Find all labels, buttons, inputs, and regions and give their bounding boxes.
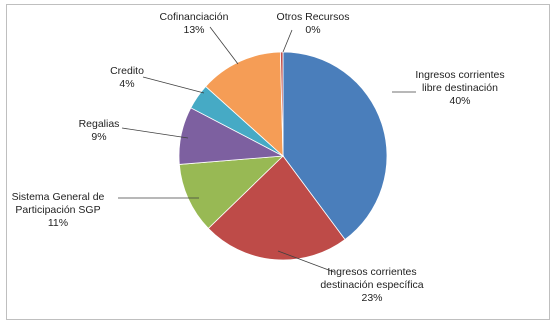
slice-name-line: Ingresos corrientes xyxy=(415,69,504,81)
slice-label-ingresos-corrientes-destinacion-especifica: Ingresos corrientes destinación específic… xyxy=(320,266,423,304)
pie-slice-cofinanciacion xyxy=(205,51,284,157)
slice-name-line: Participación SGP xyxy=(15,204,100,216)
leader-line-cofinanciacion xyxy=(209,26,239,65)
slice-label-otros-recursos: Otros Recursos 0% xyxy=(277,11,350,36)
pie-slice-ingresos-corrientes-libre-destinacion xyxy=(282,51,388,241)
slice-name-line: Sistema General de xyxy=(12,191,105,203)
leader-line-credito xyxy=(142,76,205,94)
slice-name-line: Regalias xyxy=(79,118,120,130)
slice-percent: 0% xyxy=(305,24,320,36)
leader-lines xyxy=(118,26,416,273)
slice-percent: 11% xyxy=(48,217,68,229)
slice-name-line: destinación específica xyxy=(320,279,423,291)
slice-name-line: libre destinación xyxy=(422,82,498,94)
slice-percent: 4% xyxy=(119,78,134,90)
pie-slices xyxy=(178,51,388,261)
slice-percent: 23% xyxy=(361,292,382,304)
slice-label-cofinanciacion: Cofinanciación 13% xyxy=(160,11,229,36)
slice-label-sistema-general-de-participacion-sgp: Sistema General de Participación SGP 11% xyxy=(12,191,105,229)
pie-slice-ingresos-corrientes-destinacion-especifica xyxy=(207,155,346,261)
slice-label-regalias: Regalias 9% xyxy=(79,118,120,143)
slice-name-line: Ingresos corrientes xyxy=(327,266,416,278)
pie-slice-otros-recursos xyxy=(279,51,284,157)
leader-line-otros-recursos xyxy=(282,29,293,53)
pie-slice-sistema-general-de-participacion-sgp xyxy=(178,155,285,229)
slice-labels: Ingresos corrientes libre destinación 40%I… xyxy=(12,11,505,304)
slice-percent: 13% xyxy=(183,24,204,36)
slice-name-line: Cofinanciación xyxy=(160,11,229,23)
leader-line-regalias xyxy=(121,127,189,139)
slice-percent: 9% xyxy=(91,131,106,143)
leader-line-ingresos-corrientes-destinacion-especifica xyxy=(277,250,335,273)
slice-percent: 40% xyxy=(449,95,470,107)
slice-label-ingresos-corrientes-libre-destinacion: Ingresos corrientes libre destinación 40% xyxy=(415,69,504,107)
slice-label-credito: Credito 4% xyxy=(110,65,144,90)
slice-name-line: Otros Recursos xyxy=(277,11,350,23)
slice-name-line: Credito xyxy=(110,65,144,77)
